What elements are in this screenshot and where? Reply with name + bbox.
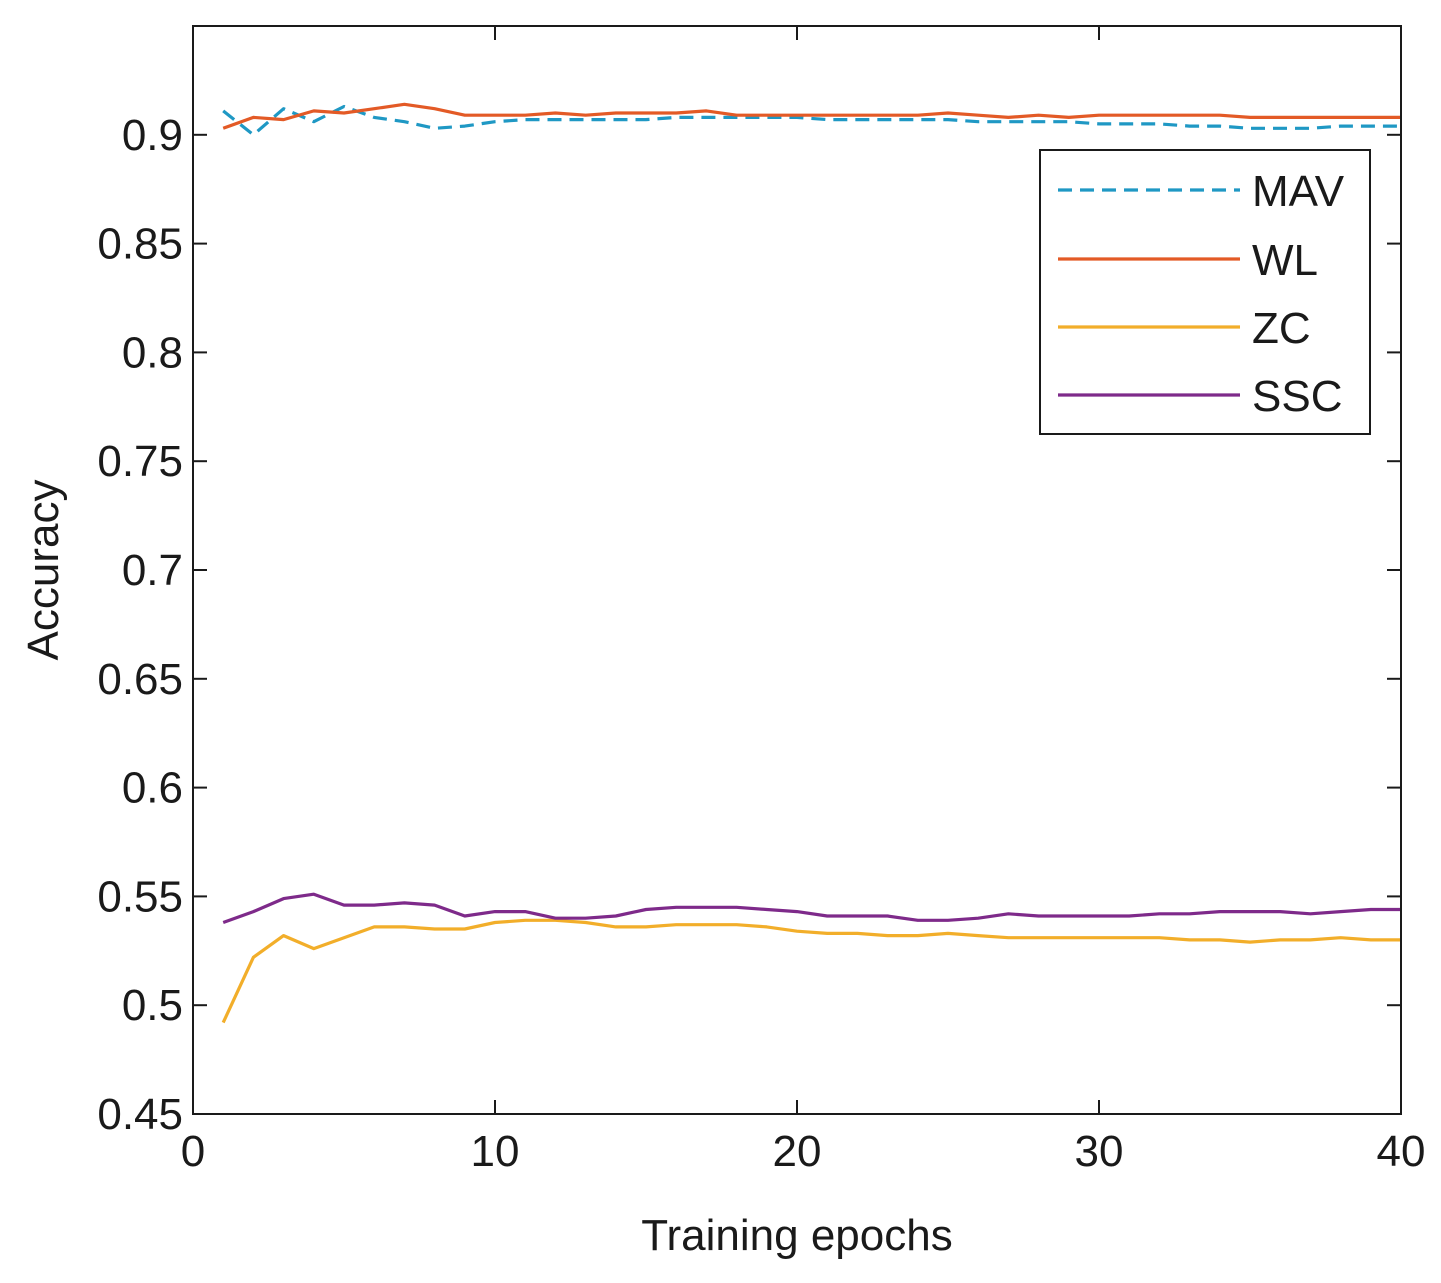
y-tick-label: 0.65 (97, 655, 183, 704)
x-tick-label: 10 (471, 1127, 520, 1176)
legend-label: SSC (1252, 372, 1342, 421)
series-line-ssc (222, 892, 1401, 925)
ticks-layer: 0 10 20 30 40 0.45 0.5 0.55 0.6 0.65 0.7 0.75 0.8 0.8… (97, 26, 1425, 1176)
x-tick-label: 30 (1075, 1127, 1124, 1176)
y-axis-label: Accuracy (19, 480, 68, 661)
y-tick-label: 0.8 (122, 328, 183, 377)
legend-box (1039, 149, 1371, 435)
series-line-mav (222, 104, 1401, 137)
legend-entry-wl: WL (1058, 236, 1318, 285)
y-tick-label: 0.45 (97, 1090, 183, 1139)
y-tick-label: 0.5 (122, 981, 183, 1030)
x-tick-label: 20 (773, 1127, 822, 1176)
legend-entry-ssc: SSC (1058, 372, 1342, 421)
y-tick-label: 0.9 (122, 111, 183, 160)
y-tick-label: 0.55 (97, 872, 183, 921)
legend-label: MAV (1252, 167, 1345, 216)
y-tick-label: 0.75 (97, 437, 183, 486)
y-tick-label: 0.7 (122, 546, 183, 595)
legend: MAV WL ZC SSC (1039, 149, 1371, 435)
x-tick-label: 0 (181, 1127, 205, 1176)
legend-entry-zc: ZC (1058, 304, 1311, 353)
x-axis-label: Training epochs (641, 1211, 952, 1260)
y-tick-label: 0.6 (122, 764, 183, 813)
legend-entry-mav: MAV (1058, 167, 1345, 216)
legend-label: WL (1252, 236, 1318, 285)
legend-entries: MAV WL ZC SSC (1058, 167, 1345, 421)
x-tick-label: 40 (1377, 1127, 1426, 1176)
series-layer (221, 102, 1401, 1024)
series-line-wl (222, 102, 1401, 130)
legend-label: ZC (1252, 304, 1311, 353)
series-line-zc (221, 918, 1401, 1024)
y-tick-label: 0.85 (97, 220, 183, 269)
